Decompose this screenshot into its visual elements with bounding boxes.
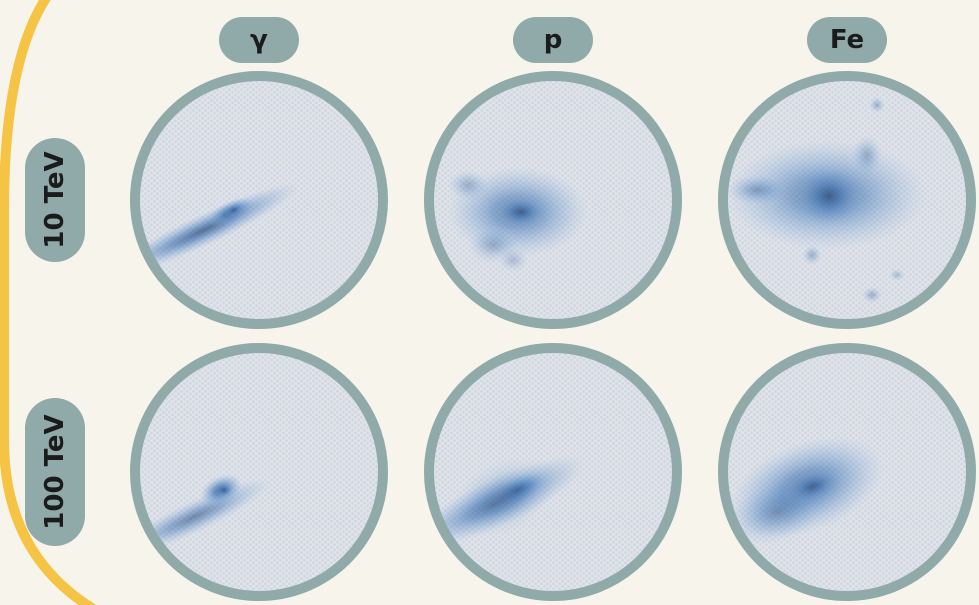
pixel-overlay [135,76,383,324]
pixel-overlay [429,348,677,596]
column-label: Fe [830,25,864,55]
pixel-overlay [723,348,971,596]
row-label: 100 TeV [40,414,70,529]
pixel-overlay [429,76,677,324]
decorative-arc [0,0,97,605]
row-label: 10 TeV [40,151,70,248]
camera-image [429,76,677,324]
camera-border [424,343,682,601]
camera-image [135,76,383,324]
column-pill [219,17,299,63]
column-label: p [544,25,563,55]
camera-border [130,71,388,329]
row-pill [25,138,85,262]
camera-image [723,76,971,324]
pixel-overlay [135,348,383,596]
camera-border [424,71,682,329]
column-label: γ [250,25,268,55]
camera-image [135,348,383,596]
camera-image [723,348,971,596]
camera-border [718,343,976,601]
pixel-overlay [723,76,971,324]
camera-border [718,71,976,329]
column-pill [807,17,887,63]
camera-border [130,343,388,601]
camera-image [429,348,677,596]
row-pill [25,398,85,546]
column-pill [513,17,593,63]
